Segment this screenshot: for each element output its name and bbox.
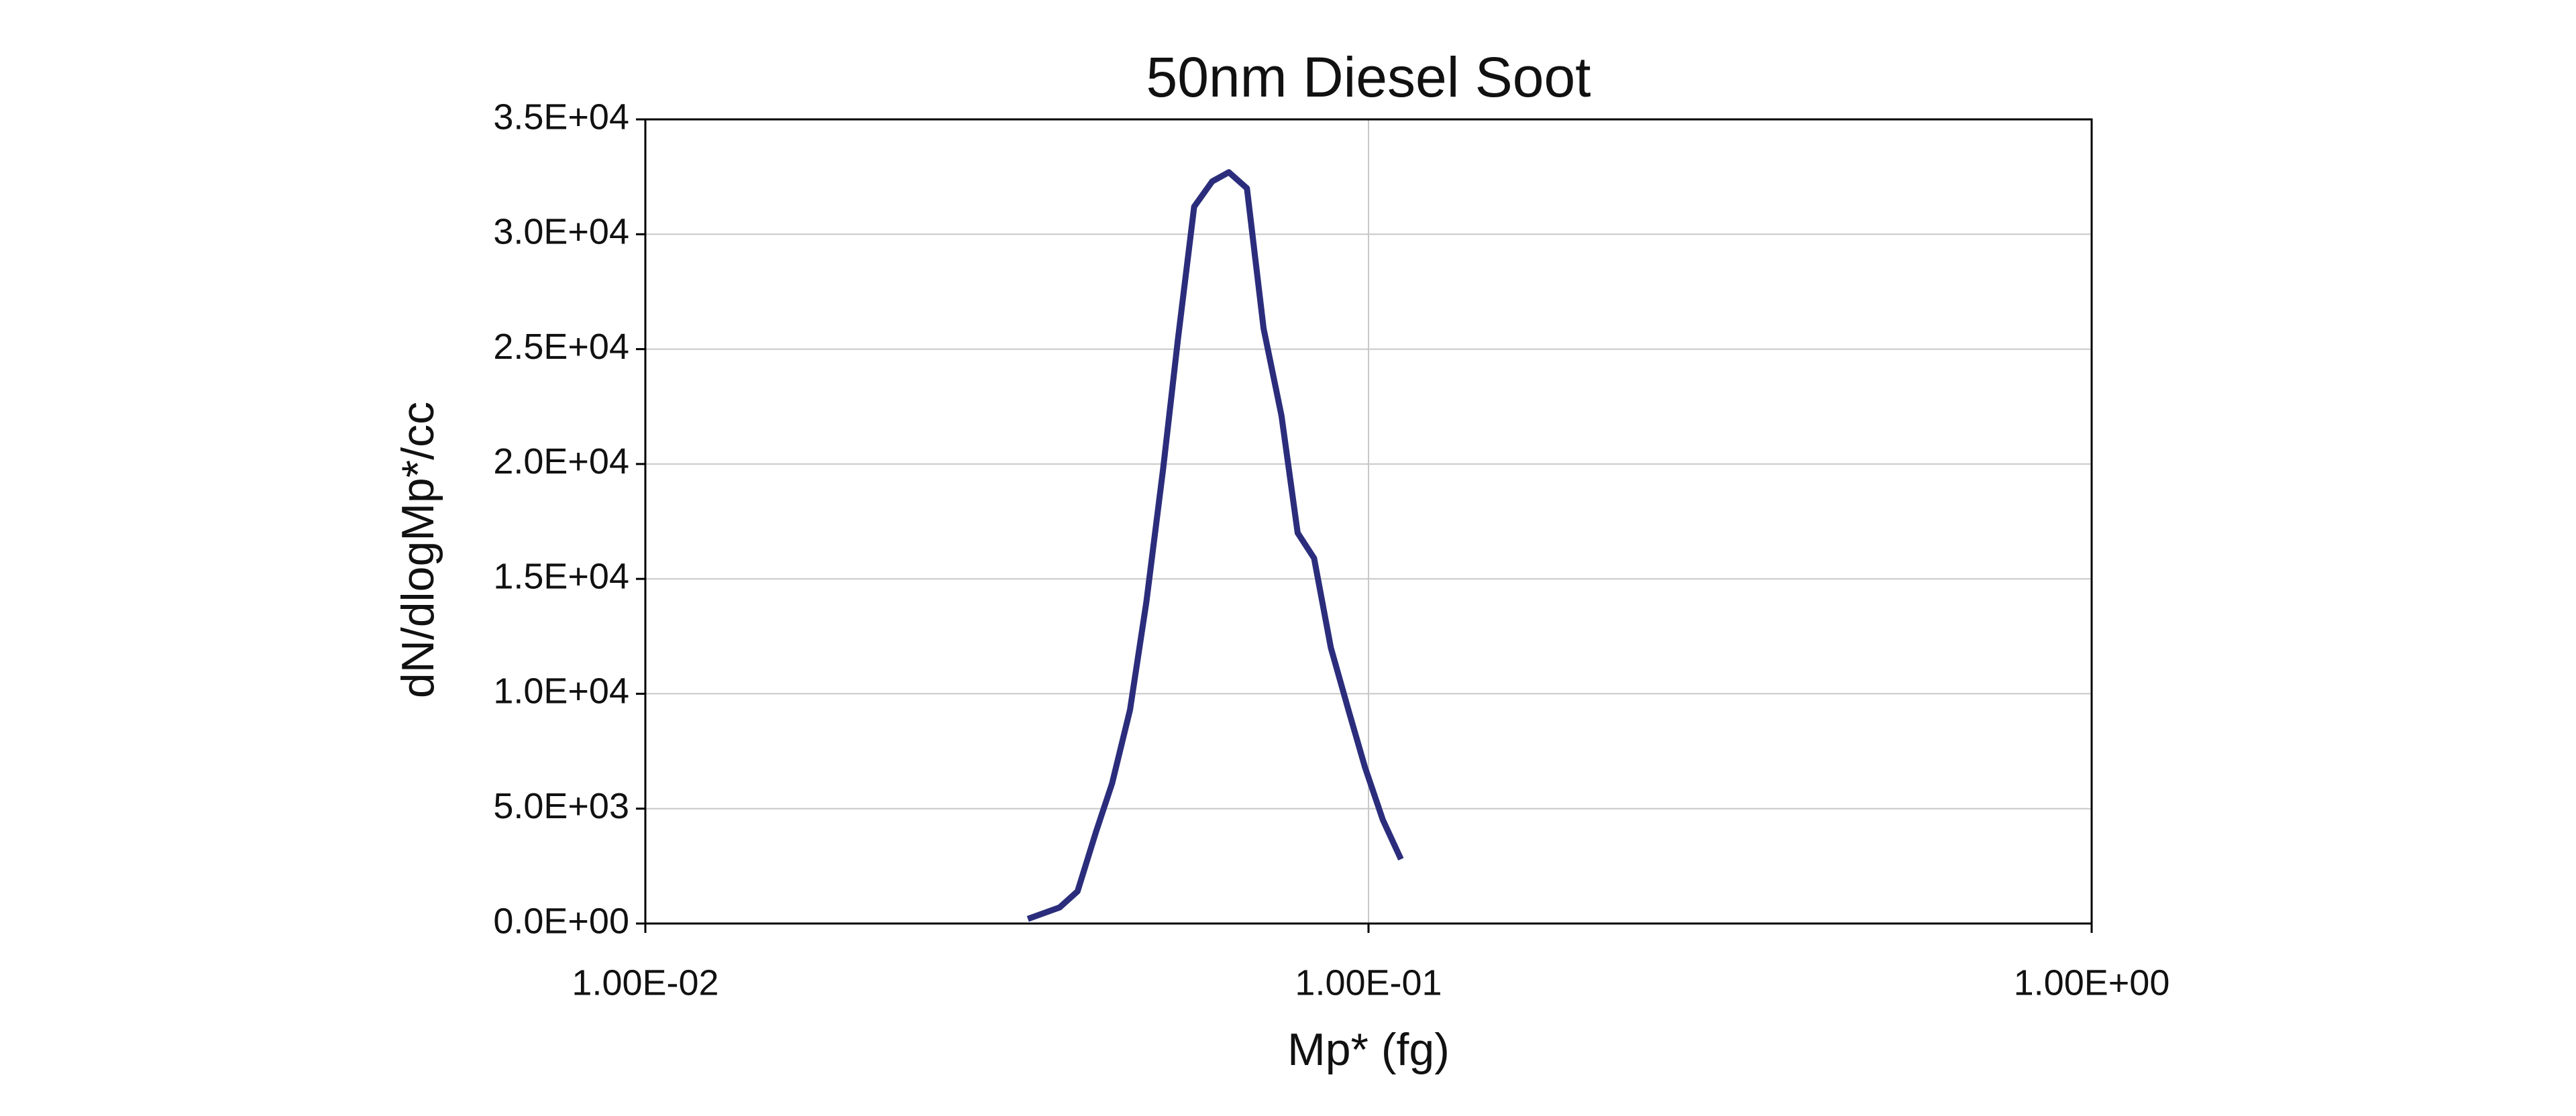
x-tick-label: 1.00E-01	[1295, 962, 1442, 1003]
y-tick-label: 1.5E+04	[493, 556, 629, 596]
y-axis-label: dN/dlogMp*/cc	[392, 402, 443, 698]
y-tick-label: 1.0E+04	[493, 671, 629, 712]
y-tick-label: 3.0E+04	[493, 212, 629, 252]
y-tick-label: 5.0E+03	[493, 786, 629, 826]
y-tick-label: 2.0E+04	[493, 441, 629, 482]
y-tick-label: 0.0E+00	[493, 901, 629, 941]
x-tick-label: 1.00E-02	[572, 962, 718, 1003]
x-tick-label: 1.00E+00	[2014, 962, 2170, 1003]
y-tick-label: 2.5E+04	[493, 327, 629, 367]
data-line	[1026, 169, 1404, 922]
y-tick-label: 3.5E+04	[493, 97, 629, 137]
plot-border	[644, 118, 2093, 925]
chart-title: 50nm Diesel Soot	[1146, 46, 1591, 109]
x-axis-label: Mp* (fg)	[1287, 1024, 1450, 1075]
